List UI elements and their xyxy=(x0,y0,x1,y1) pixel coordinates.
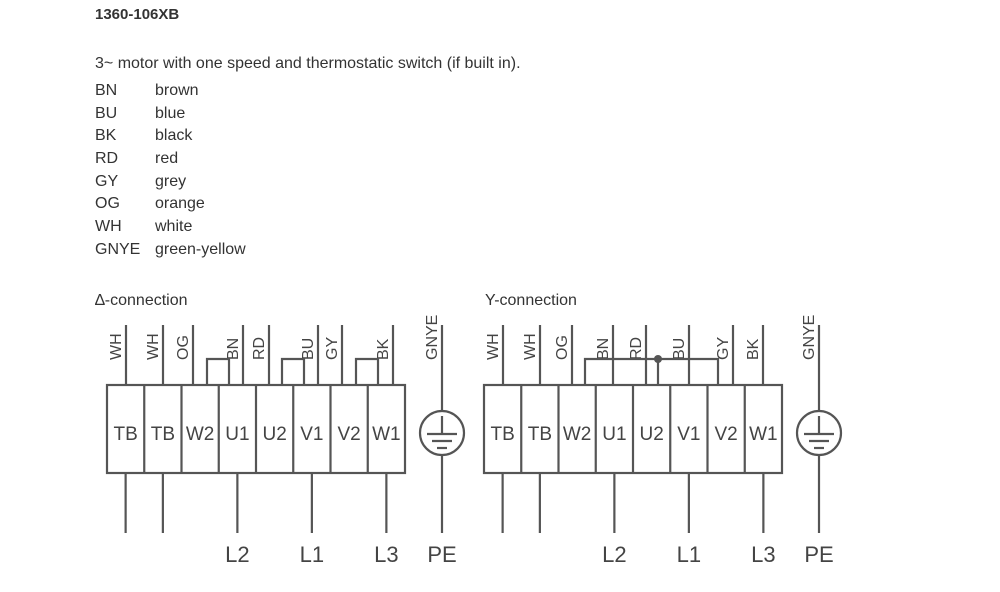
legend-name: red xyxy=(155,150,179,168)
motor-description: 3~ motor with one speed and thermostatic… xyxy=(95,55,521,72)
terminal-label: TB xyxy=(151,424,175,445)
legend-code: GY xyxy=(95,172,119,190)
bridge-link xyxy=(205,357,231,385)
wire-label: GY xyxy=(715,337,732,360)
legend-name: brown xyxy=(155,82,199,99)
terminal-label: TB xyxy=(113,424,137,445)
legend-row: WH white xyxy=(95,216,246,239)
wire-label: RD xyxy=(251,337,268,360)
terminal-label: V1 xyxy=(300,424,323,445)
wire-label: OG xyxy=(175,335,192,360)
legend-row: GY grey xyxy=(95,171,246,194)
line-label: L2 xyxy=(225,542,249,567)
wire-label: WH xyxy=(108,333,125,360)
bridge-link xyxy=(354,357,380,385)
legend-name: green-yellow xyxy=(155,240,246,258)
terminal-label: W1 xyxy=(372,424,401,445)
star-connection-label: Y-connection xyxy=(485,292,577,309)
wire-label: GNYE xyxy=(801,315,818,360)
wire-label: WH xyxy=(145,333,162,360)
legend-name: orange xyxy=(155,195,205,213)
legend-row: BK black xyxy=(95,125,246,148)
legend-code: OG xyxy=(95,195,120,213)
legend-code: RD xyxy=(95,150,119,168)
junction-dot xyxy=(654,355,662,363)
wire-label: RD xyxy=(628,337,645,360)
legend-name: grey xyxy=(155,172,187,190)
line-label: PE xyxy=(427,542,456,567)
terminal-label: U1 xyxy=(602,424,626,445)
wire-label: BN xyxy=(595,338,612,360)
wire-label: BU xyxy=(671,338,688,360)
line-label: L3 xyxy=(751,542,775,567)
terminal-label: V2 xyxy=(715,424,738,445)
terminal-label: TB xyxy=(490,424,514,445)
wire-label: OG xyxy=(554,335,571,360)
legend-row: BU blue xyxy=(95,103,246,126)
delta-connection-label: ∆-connection xyxy=(95,292,188,309)
legend-name: blue xyxy=(155,104,186,122)
terminal-label: V2 xyxy=(338,424,361,445)
line-label: L1 xyxy=(300,542,324,567)
line-label: L1 xyxy=(677,542,701,567)
bridge-link xyxy=(583,357,720,385)
wire-label: WH xyxy=(522,333,539,360)
wire-label: WH xyxy=(485,333,502,360)
legend-row: GNYE green-yellow xyxy=(95,239,246,262)
terminal-label: U2 xyxy=(262,424,286,445)
terminal-label: W2 xyxy=(186,424,215,445)
terminal-label: U2 xyxy=(639,424,663,445)
line-label: L2 xyxy=(602,542,626,567)
terminal-label: W1 xyxy=(749,424,778,445)
legend-code: WH xyxy=(95,218,122,236)
legend-name: black xyxy=(155,127,193,145)
line-label: L3 xyxy=(374,542,398,567)
legend-row: BN brown xyxy=(95,80,246,103)
legend-row: RD red xyxy=(95,148,246,171)
legend-row: OG orange xyxy=(95,193,246,216)
terminal-label: U1 xyxy=(225,424,249,445)
wire-label: GY xyxy=(324,337,341,360)
legend-name: white xyxy=(155,218,193,236)
wire-label: BK xyxy=(745,338,762,360)
wire-label: GNYE xyxy=(424,315,441,360)
legend-code: BN xyxy=(95,82,118,99)
legend-code: GNYE xyxy=(95,240,141,258)
wire-label: BU xyxy=(300,338,317,360)
wire-label: BK xyxy=(375,338,392,360)
color-legend: BN brown BU blue BK black RD red GY grey OG or… xyxy=(95,80,246,262)
terminal-label: TB xyxy=(528,424,552,445)
legend-code: BK xyxy=(95,127,117,145)
terminal-label: V1 xyxy=(677,424,700,445)
bridge-link xyxy=(280,357,306,385)
line-label: PE xyxy=(804,542,833,567)
page-title: 1360-106XB xyxy=(95,6,180,23)
legend-code: BU xyxy=(95,104,118,122)
wire-label: BN xyxy=(225,338,242,360)
terminal-label: W2 xyxy=(563,424,592,445)
